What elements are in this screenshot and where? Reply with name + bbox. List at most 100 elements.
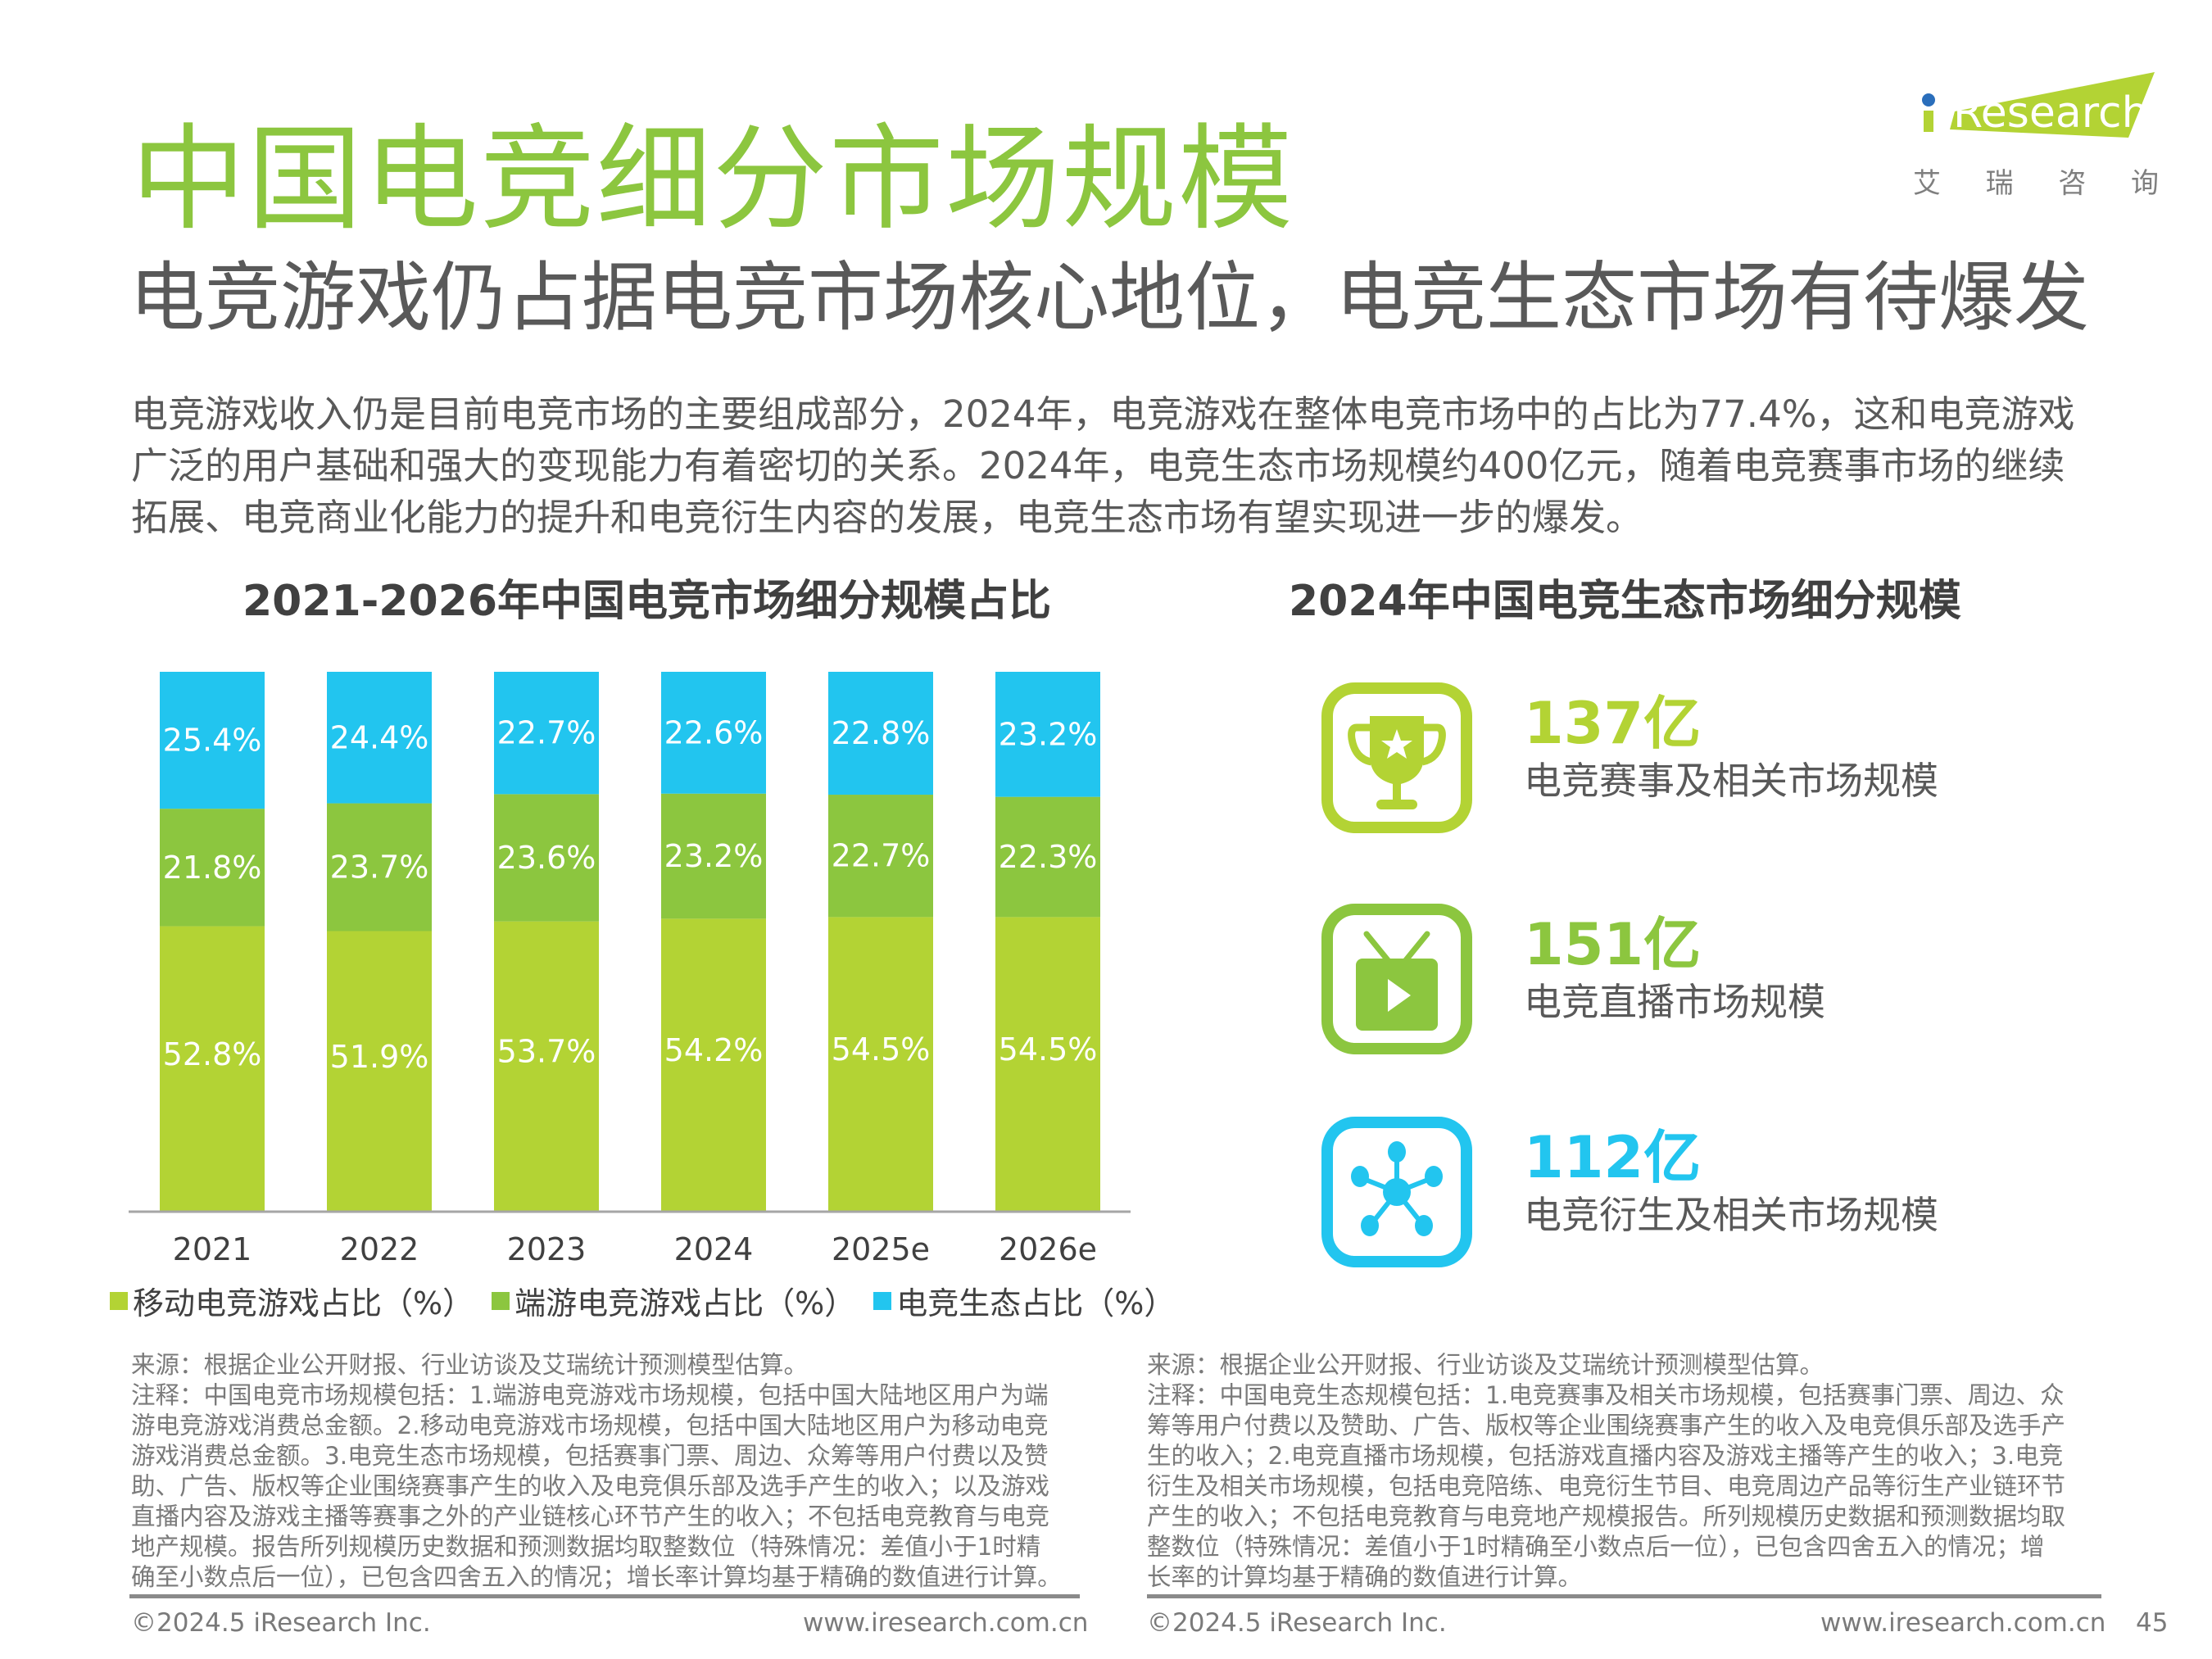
x-tick-label: 2022 [340,1231,419,1267]
eco-value: 112亿 [1524,1124,1702,1191]
bar-value-label: 21.8% [163,850,262,886]
bar-segment [160,672,265,809]
bar-segment [494,672,599,795]
trophy-icon [1321,682,1472,833]
footer-divider-right [1147,1594,2101,1598]
iresearch-logo: Research [1922,72,2155,138]
footer-divider-left [129,1594,1080,1598]
bar-segment [160,926,265,1211]
footnote-line: 助、广告、版权等企业围绕赛事产生的收入及电竞俱乐部及选手产生的收入；以及游戏 [131,1472,1050,1500]
copyright-right: ©2024.5 iResearch Inc. [1147,1608,1447,1638]
copyright-left: ©2024.5 iResearch Inc. [131,1608,431,1638]
bar-value-label: 22.7% [497,715,596,751]
bar-segment [661,918,766,1211]
bar-segment [494,794,599,922]
legend-swatch-mobile [110,1291,128,1310]
logo-char: 询 [2130,167,2159,200]
x-tick-label: 2025e [832,1231,930,1267]
x-tick-label: 2024 [674,1231,754,1267]
legend-item-mobile: 移动电竞游戏占比（%） [110,1278,474,1323]
bar-value-label: 22.8% [832,715,931,751]
bar-segment [995,672,1100,797]
eco-item-esports-events: 137亿 电竞赛事及相关市场规模 [1319,680,2138,836]
stacked-bar-chart: 52.8% 21.8% 25.4% 51.9% 23.7% 24.4% 53.7% 23.6%… [129,672,1131,1267]
eco-label: 电竞赛事及相关市场规模 [1524,759,1938,803]
bar-segment [160,809,265,927]
bar-value-label: 23.2% [999,716,1098,752]
x-axis-labels: 2021 2022 2023 2024 2025e 2026e [173,1231,1097,1267]
stacked-chart-title: 2021-2026年中国电竞市场细分规模占比 [243,577,1052,626]
bar-segment [494,921,599,1211]
bar-value-label: 53.7% [497,1034,596,1070]
bars-group: 52.8% 21.8% 25.4% 51.9% 23.7% 24.4% 53.7% 23.6%… [160,672,1100,1211]
bar-segment [828,795,933,918]
bar-value-label: 23.7% [330,850,429,886]
logo-char: 艾 [1913,167,1941,200]
footnote-line: 直播内容及游戏主播等赛事之外的产业链核心环节产生的收入；不包括电竞教育与电竞 [131,1503,1050,1530]
bar-value-label: 54.2% [664,1032,764,1068]
bar-value-label: 52.8% [163,1036,262,1072]
footnote-line: 注释：中国电竞生态规模包括：1.电竞赛事及相关市场规模，包括赛事门票、周边、众 [1147,1381,2065,1409]
bar-value-label: 24.4% [330,719,429,755]
bar-value-label: 23.6% [497,840,596,876]
footnote-line: 游戏消费总金额。3.电竞生态市场规模，包括赛事门票、周边、众筹等用户付费以及赞 [131,1442,1049,1470]
footnote-line: 游电竞游戏消费总金额。2.移动电竞游戏市场规模，包括中国大陆地区用户为移动电竞 [131,1412,1049,1439]
footnote-line: 筹等用户付费以及赞助、广告、版权等企业围绕赛事产生的收入及电竞俱乐部及选手产 [1147,1412,2066,1439]
logo-chinese-name: 艾 瑞 咨 询 [1913,161,2159,201]
bar-segment [995,917,1100,1211]
footnote-line: 注释：中国电竞市场规模包括：1.端游电竞游戏市场规模，包括中国大陆地区用户为端 [131,1381,1049,1409]
bar-value-label: 51.9% [330,1039,429,1075]
x-tick-label: 2026e [999,1231,1097,1267]
bar-value-label: 25.4% [163,723,262,759]
bar-segment [995,796,1100,918]
footnote-line: 地产规模。报告所列规模历史数据和预测数据均取整数位（特殊情况：差值小于1时精 [131,1533,1041,1561]
page-title: 中国电竞细分市场规模 [131,113,1295,247]
bar-segment [828,672,933,796]
eco-market-title: 2024年中国电竞生态市场细分规模 [1289,577,1961,626]
website-link-left[interactable]: www.iresearch.com.cn [803,1608,1089,1638]
footnote-left: 来源：根据企业公开财报、行业访谈及艾瑞统计预测模型估算。 注释：中国电竞市场规模… [131,1350,1090,1593]
bar-value-label: 54.5% [832,1031,931,1067]
eco-item-derivatives: 112亿 电竞衍生及相关市场规模 [1319,1114,2138,1270]
chart-legend: 移动电竞游戏占比（%） 端游电竞游戏占比（%） 电竞生态占比（%） [110,1278,1175,1323]
legend-label: 移动电竞游戏占比（%） [133,1285,474,1321]
logo-dot [1922,93,1935,107]
footnote-line: 衍生及相关市场规模，包括电竞陪练、电竞衍生节目、电竞周边产品等衍生产业链环节 [1147,1472,2066,1500]
logo-char: 瑞 [1985,167,2014,200]
logo-char: 咨 [2058,167,2087,200]
footnote-line: 长率的计算均基于精确的数值进行计算。 [1147,1563,1583,1591]
logo-text: Research [1953,88,2149,138]
bar-value-label: 22.7% [832,838,931,874]
eco-value: 137亿 [1524,690,1702,757]
bar-segment [828,917,933,1211]
logo-i-stem [1924,111,1933,132]
eco-label: 电竞衍生及相关市场规模 [1524,1193,1938,1237]
bar-segment [327,803,432,931]
eco-label: 电竞直播市场规模 [1524,980,1825,1024]
network-icon [1321,1117,1472,1267]
legend-label: 电竞生态占比（%） [896,1285,1176,1321]
summary-paragraph: 电竞游戏收入仍是目前电竞市场的主要组成部分，2024年，电竞游戏在整体电竞市场中… [131,392,2075,539]
legend-item-pc: 端游电竞游戏占比（%） [492,1278,855,1323]
footnote-right: 来源：根据企业公开财报、行业访谈及艾瑞统计预测模型估算。 注释：中国电竞生态规模… [1147,1350,2105,1593]
bar-segment [661,793,766,919]
bar-segment [661,672,766,794]
bar-segment [327,931,432,1211]
x-tick-label: 2021 [173,1231,252,1267]
bar-value-label: 22.3% [999,839,1098,875]
eco-item-live-streaming: 151亿 电竞直播市场规模 [1319,901,2138,1057]
bar-value-label: 54.5% [999,1031,1098,1067]
x-tick-label: 2023 [507,1231,587,1267]
eco-value: 151亿 [1524,911,1702,978]
bar-value-label: 23.2% [664,838,764,874]
logo-banner [1950,72,2155,138]
footnote-line: 来源：根据企业公开财报、行业访谈及艾瑞统计预测模型估算。 [1147,1351,1824,1379]
website-link-right[interactable]: www.iresearch.com.cn [1820,1608,2106,1638]
bar-segment [327,672,432,804]
legend-swatch-pc [492,1291,510,1310]
legend-item-eco: 电竞生态占比（%） [873,1278,1175,1323]
page-number: 45 [2136,1608,2169,1638]
page-subtitle: 电竞游戏仍占据电竞市场核心地位，电竞生态市场有待爆发 [129,254,2090,342]
legend-label: 端游电竞游戏占比（%） [514,1285,856,1321]
legend-swatch-eco [873,1291,892,1310]
